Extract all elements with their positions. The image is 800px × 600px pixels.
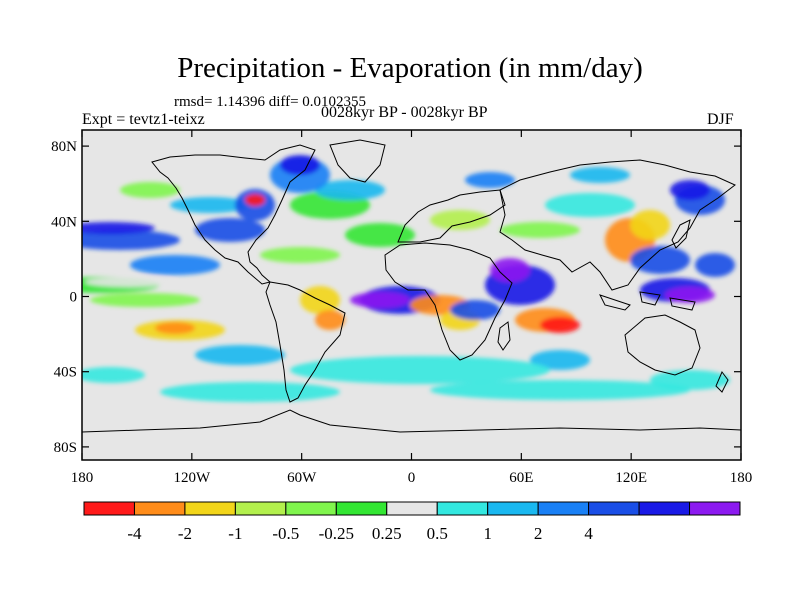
colorbar-swatch — [436, 501, 489, 516]
colorbar-swatch — [689, 501, 741, 516]
field-patch — [630, 246, 690, 274]
field-patch — [450, 300, 500, 320]
field-patch — [345, 223, 415, 247]
field-patch — [260, 247, 340, 263]
colorbar-swatch — [588, 501, 640, 516]
field-patch — [120, 182, 180, 198]
field-patch — [665, 287, 715, 303]
field-patch — [130, 255, 220, 275]
field-patch — [570, 167, 630, 183]
field-contours — [82, 155, 735, 402]
field-patch — [490, 258, 530, 282]
field-patch — [160, 382, 340, 402]
field-patch — [670, 180, 710, 200]
field-patch — [430, 210, 490, 230]
lon-tick-label: 120E — [615, 470, 647, 486]
period-label: 0028kyr BP - 0028kyr BP — [321, 104, 488, 121]
lat-tick-label: 80S — [54, 440, 77, 456]
lat-tick-label: 80N — [51, 139, 77, 155]
colorbar-label: -0.5 — [272, 524, 299, 543]
longitude-axis: 180 120W 60W 0 60E 120E 180 — [71, 130, 753, 486]
field-patch — [280, 155, 320, 175]
field-patch — [540, 317, 580, 333]
colorbar-swatch — [184, 501, 236, 516]
colorbar-label: 0.25 — [372, 524, 402, 543]
field-patch — [430, 380, 690, 400]
colorbar-label: -0.25 — [319, 524, 354, 543]
colorbar-swatch — [285, 501, 337, 516]
field-patch — [155, 322, 195, 334]
chart-title: Precipitation - Evaporation (in mm/day) — [177, 52, 643, 84]
map-field — [82, 130, 741, 460]
colorbar-label: -1 — [228, 524, 242, 543]
field-patch — [695, 253, 735, 277]
field-patch — [170, 197, 250, 213]
colorbar-swatch — [83, 501, 135, 516]
lat-tick-label: 40S — [54, 365, 77, 381]
colorbar-swatch — [234, 501, 287, 516]
season-label: DJF — [707, 111, 734, 128]
field-patch — [245, 194, 265, 206]
field-patch — [545, 193, 635, 217]
lon-tick-label: 180 — [71, 470, 94, 486]
colorbar-swatch — [487, 501, 539, 516]
field-patch — [82, 230, 180, 250]
latitude-axis: 80N 40N 0 40S 80S — [51, 139, 741, 456]
colorbar-swatch — [133, 501, 186, 516]
colorbar-swatch — [537, 501, 590, 516]
colorbar-label: -4 — [127, 524, 142, 543]
field-patch — [350, 292, 410, 308]
lon-tick-label: 120W — [173, 470, 211, 486]
colorbar-label: 2 — [534, 524, 543, 543]
lon-tick-label: 60E — [509, 470, 533, 486]
colorbar-label: -2 — [178, 524, 192, 543]
field-patch — [82, 222, 155, 234]
coastlines — [82, 139, 741, 433]
lat-tick-label: 0 — [70, 290, 78, 306]
field-patch — [195, 345, 285, 365]
colorbar-swatch — [386, 501, 438, 516]
field-patch — [195, 218, 265, 242]
field-patch — [315, 310, 345, 330]
field-patch — [465, 172, 515, 188]
colorbar-swatch — [638, 501, 691, 516]
field-patch — [315, 180, 385, 200]
stats-text: rmsd= 1.14396 diff= 0.0102355 — [174, 94, 367, 110]
lon-tick-label: 180 — [730, 470, 753, 486]
field-patch — [650, 370, 730, 390]
experiment-label: Expt = tevtz1-teixz — [82, 111, 205, 128]
colorbar-label: 1 — [483, 524, 492, 543]
field-patch — [500, 222, 580, 238]
lon-tick-label: 0 — [408, 470, 416, 486]
field-patch — [630, 210, 670, 240]
field-patch — [290, 356, 550, 384]
field-patch — [82, 367, 145, 383]
field-patch — [85, 277, 175, 287]
colorbar: -4 -2 -1 -0.5 -0.25 0.25 0.5 1 2 4 — [83, 501, 741, 543]
colorbar-label: 0.5 — [427, 524, 448, 543]
lon-tick-label: 60W — [287, 470, 317, 486]
field-patch — [90, 293, 200, 307]
field-patch — [530, 350, 590, 370]
colorbar-swatch — [335, 501, 388, 516]
lat-tick-label: 40N — [51, 214, 77, 230]
colorbar-label: 4 — [584, 524, 593, 543]
